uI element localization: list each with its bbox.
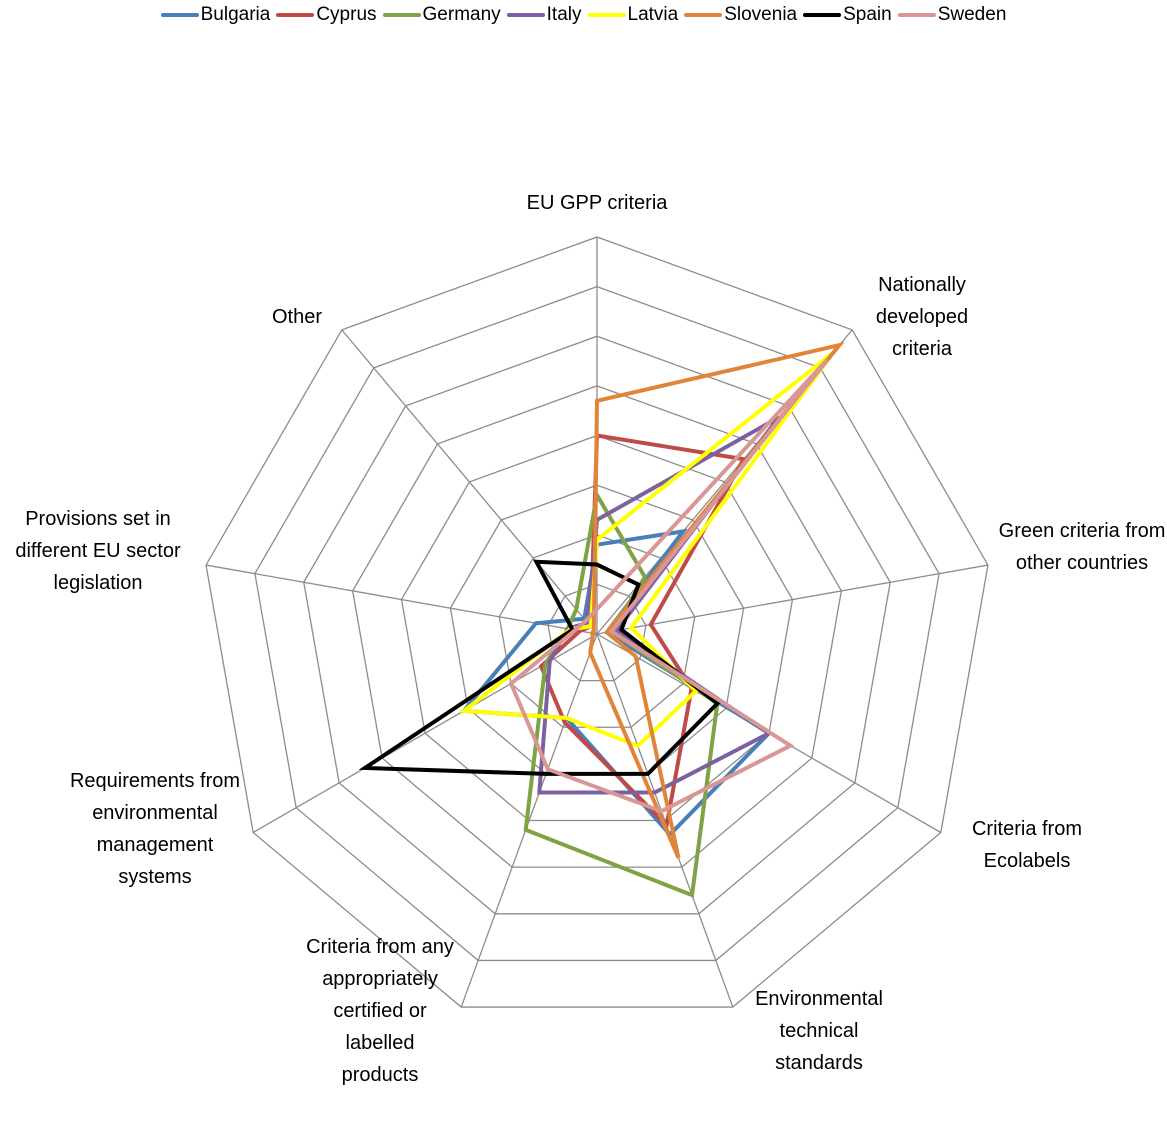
grid-ring bbox=[254, 285, 940, 962]
axis-label: Other bbox=[271, 306, 323, 328]
grid-ring bbox=[498, 534, 696, 728]
legend-label: Sweden bbox=[937, 4, 1007, 25]
axis-label: Criteria from any appropriately certifie… bbox=[306, 936, 454, 1086]
legend-label: Latvia bbox=[627, 4, 679, 25]
axis-label: Environmental technical standards bbox=[755, 988, 883, 1074]
legend-swatch bbox=[276, 13, 315, 17]
axis-label: Nationally developed criteria bbox=[875, 274, 969, 360]
axis-label: Criteria from Ecolabels bbox=[971, 818, 1082, 872]
legend-swatch bbox=[684, 13, 723, 17]
axis-label: Requirements from environmental manageme… bbox=[69, 770, 241, 888]
axis-label: EU GPP criteria bbox=[526, 192, 668, 214]
legend-label: Slovenia bbox=[724, 4, 798, 25]
spoke bbox=[205, 564, 598, 635]
legend-swatch bbox=[897, 13, 936, 17]
axis-label: Provisions set in different EU sector le… bbox=[15, 508, 181, 594]
spoke bbox=[341, 329, 598, 635]
legend-item: Cyprus bbox=[276, 4, 377, 26]
legend-label: Italy bbox=[546, 4, 582, 25]
legend-label: Spain bbox=[843, 4, 892, 25]
legend-item: Latvia bbox=[587, 4, 679, 26]
grid-ring bbox=[400, 434, 794, 822]
legend-item: Sweden bbox=[897, 4, 1007, 26]
series-line bbox=[508, 358, 829, 814]
grid-ring bbox=[351, 385, 843, 868]
legend-swatch bbox=[160, 13, 199, 17]
legend-item: Bulgaria bbox=[160, 4, 271, 26]
spoke bbox=[596, 633, 734, 1008]
legend-item: Spain bbox=[803, 4, 892, 26]
axis-label: Green criteria from other countries bbox=[998, 520, 1166, 574]
legend-label: Cyprus bbox=[316, 4, 377, 25]
grid-ring bbox=[205, 236, 989, 1008]
legend-label: Germany bbox=[422, 4, 501, 25]
legend-swatch bbox=[506, 13, 545, 17]
legend-label: Bulgaria bbox=[200, 4, 271, 25]
legend-item: Slovenia bbox=[684, 4, 797, 26]
spoke bbox=[596, 564, 989, 635]
legend-swatch bbox=[382, 13, 421, 17]
legend-swatch bbox=[803, 13, 842, 17]
legend: Bulgaria Cyprus Germany Italy Latvia Slovenia… bbox=[0, 4, 1167, 26]
legend-swatch bbox=[587, 13, 626, 17]
grid-ring bbox=[303, 335, 891, 915]
legend-item: Italy bbox=[506, 4, 582, 26]
legend-item: Germany bbox=[382, 4, 501, 26]
spoke bbox=[460, 633, 598, 1008]
grid-ring bbox=[547, 583, 647, 682]
